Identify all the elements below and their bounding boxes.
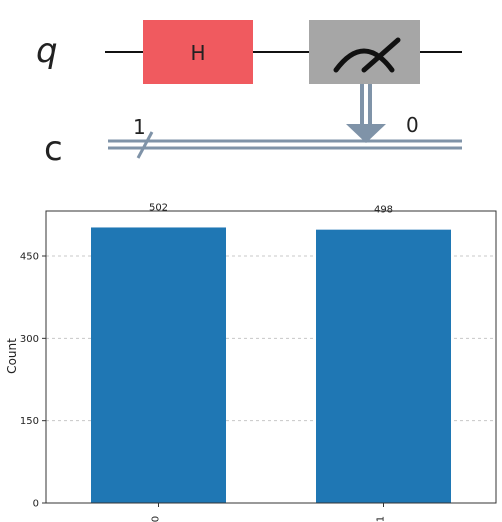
y-tick-label: 300 (20, 334, 39, 345)
x-tick-label: 1 (376, 516, 387, 522)
quantum-circuit: q H c 1 0 (36, 20, 462, 169)
bar-labels: 502 498 (149, 202, 393, 215)
plot-frame (45, 210, 497, 504)
bar-0 (91, 227, 226, 503)
bar-value-label: 498 (374, 205, 393, 216)
bar-1 (316, 229, 451, 503)
bars (91, 227, 451, 503)
meter-icon (333, 37, 401, 73)
classical-bit-index: 0 (406, 113, 419, 137)
y-tick-label: 0 (33, 499, 39, 510)
bar-value-label: 502 (149, 202, 168, 213)
hadamard-gate-label: H (190, 41, 205, 65)
qubit-label: q (36, 31, 58, 71)
y-tick-label: 450 (20, 252, 39, 263)
x-tick-label: 0 (151, 516, 162, 522)
hadamard-gate (143, 20, 253, 84)
y-axis-label: Count (5, 338, 19, 374)
y-tick-label: 150 (20, 416, 39, 427)
measurement-arrow (346, 84, 386, 143)
y-axis-ticks: 0 150 300 450 (20, 252, 46, 510)
classical-bus-slash (136, 131, 154, 159)
classical-label: c (44, 129, 63, 169)
classical-bus-width: 1 (133, 115, 146, 139)
